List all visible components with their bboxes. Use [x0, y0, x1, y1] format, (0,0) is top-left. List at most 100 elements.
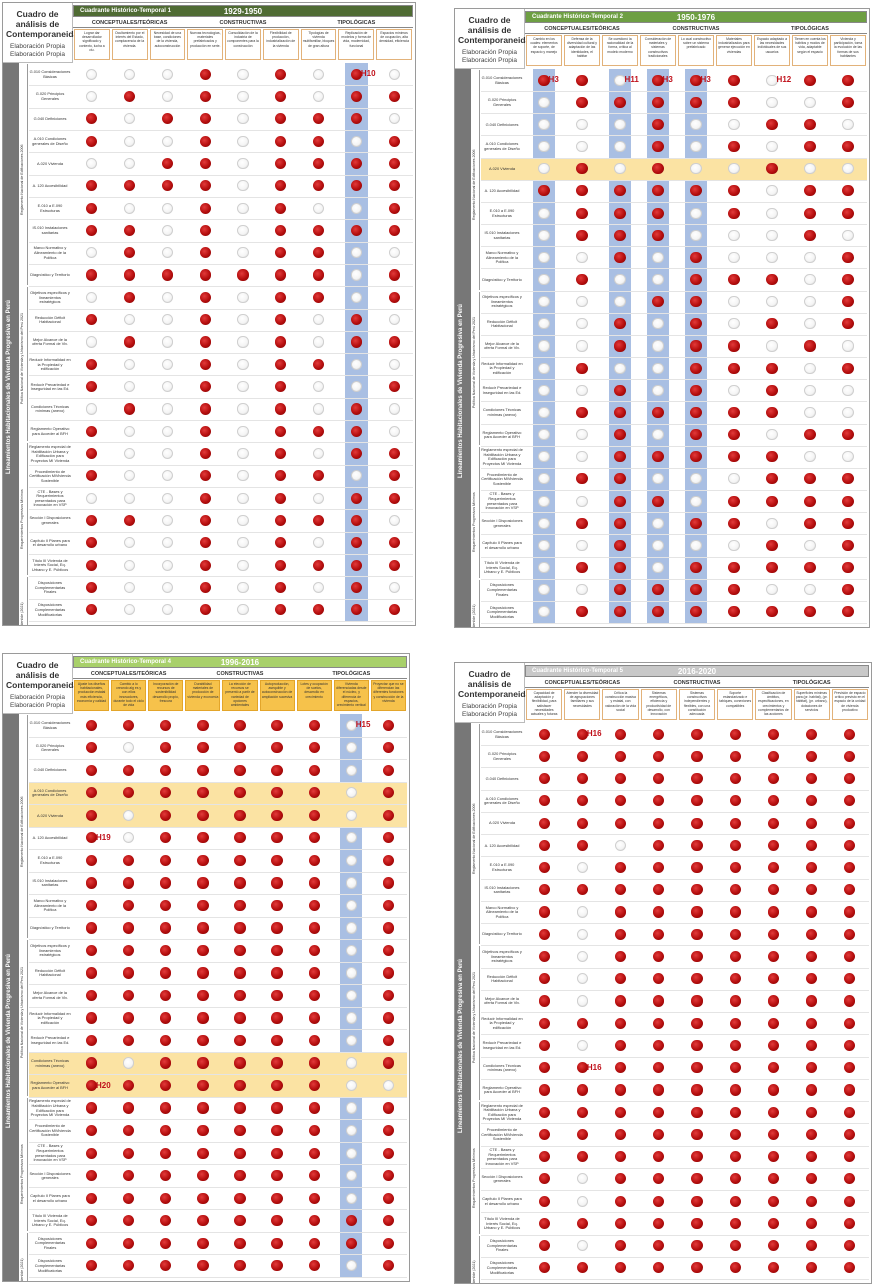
- filled-dot: [652, 406, 664, 419]
- empty-dot: [312, 581, 325, 594]
- empty-dot: [124, 581, 136, 594]
- filled-dot: [197, 1057, 209, 1069]
- empty-dot: [345, 1079, 357, 1092]
- filled-dot: [199, 604, 211, 616]
- filled-dot: [614, 884, 627, 896]
- row-label: Reglamento especial de Habilitación Urba…: [29, 1098, 71, 1118]
- filled-dot: [160, 1012, 172, 1024]
- empty-dot: [576, 1039, 588, 1052]
- filled-dot: [691, 1017, 703, 1029]
- quadrant-band: Cuadrante Histórico-Temporal 1 1929-1950: [73, 5, 413, 17]
- filled-dot: [160, 989, 172, 1002]
- filled-dot: [382, 967, 395, 979]
- filled-dot: [728, 429, 740, 441]
- empty-dot: [237, 358, 249, 370]
- filled-dot: [728, 362, 740, 374]
- filled-dot: [691, 795, 703, 807]
- filled-dot: [271, 854, 283, 866]
- filled-dot: [766, 473, 778, 485]
- corner-title-block: Cuadro de análisis de Contemporaneidad El…: [3, 3, 83, 63]
- filled-dot: [350, 514, 362, 527]
- filled-dot: [652, 606, 664, 618]
- filled-dot: [308, 1079, 320, 1092]
- filled-dot: [382, 1147, 395, 1159]
- filled-dot: [538, 817, 550, 829]
- row-label: Reglamento especial de Habilitación Urba…: [29, 443, 71, 463]
- empty-dot: [124, 157, 136, 170]
- row-label: Reducir Precariedad e Inseguridad en las…: [30, 1035, 70, 1046]
- row-label: Mejor Alcance de la oferta Formal de Viv…: [484, 995, 520, 1006]
- filled-dot: [691, 773, 703, 785]
- column-header: Consideración de materiales y sistemas c…: [640, 35, 676, 66]
- filled-dot: [652, 584, 664, 596]
- row-divider: [481, 113, 867, 115]
- empty-dot: [388, 403, 400, 415]
- filled-dot: [614, 928, 627, 940]
- row-divider: [29, 353, 413, 355]
- row-divider: [481, 312, 867, 314]
- filled-dot: [160, 742, 172, 754]
- filled-dot: [614, 429, 626, 441]
- empty-dot: [388, 68, 400, 80]
- filled-dot: [538, 1106, 550, 1118]
- filled-dot: [85, 854, 98, 866]
- filled-dot: [576, 750, 588, 762]
- row-label: G.040 Definiciones: [485, 775, 519, 781]
- row-divider: [481, 445, 867, 447]
- filled-dot: [123, 1124, 135, 1137]
- empty-dot: [388, 425, 400, 437]
- row-divider: [481, 811, 869, 813]
- empty-dot: [576, 862, 588, 874]
- filled-dot: [86, 559, 98, 571]
- filled-dot: [804, 562, 816, 574]
- filled-dot: [844, 1039, 856, 1052]
- filled-dot: [729, 1106, 741, 1118]
- row-section-label: Reglamento Nacional de Edificaciones 200…: [20, 796, 24, 867]
- filled-dot: [538, 185, 550, 197]
- column-header: Nuevas tecnologías, materiales prefabric…: [187, 29, 224, 60]
- filled-dot: [197, 809, 209, 821]
- filled-dot: [308, 787, 320, 799]
- filled-dot: [728, 340, 740, 352]
- filled-dot: [308, 809, 320, 821]
- row-label: A.020 Vivienda: [36, 812, 64, 818]
- filled-dot: [234, 1102, 246, 1114]
- row-divider: [29, 554, 413, 556]
- row-label: A.020 Vivienda: [488, 165, 516, 171]
- empty-dot: [124, 537, 136, 549]
- row-label: Disposiciones Complementarias Modificato…: [34, 1258, 66, 1273]
- filled-dot: [275, 492, 287, 504]
- filled-dot: [160, 1057, 172, 1069]
- filled-dot: [767, 728, 779, 740]
- filled-dot: [85, 742, 98, 754]
- filled-dot: [123, 787, 135, 799]
- empty-dot: [576, 384, 588, 396]
- row-label: Diagnóstico y Territorio: [482, 931, 522, 937]
- filled-dot: [538, 773, 550, 785]
- filled-dot: [844, 839, 856, 851]
- hypothesis-mark: H20: [96, 1080, 111, 1090]
- filled-dot: [806, 928, 818, 940]
- row-divider: [481, 856, 869, 858]
- empty-dot: [161, 470, 174, 482]
- row-label: A.010 Condiciones generales de Diseño: [484, 141, 520, 152]
- filled-dot: [804, 185, 816, 197]
- filled-dot: [804, 207, 816, 219]
- filled-dot: [691, 928, 703, 940]
- empty-dot: [388, 358, 400, 370]
- filled-dot: [728, 406, 740, 419]
- filled-dot: [767, 884, 779, 896]
- filled-dot: [728, 185, 740, 197]
- filled-dot: [806, 773, 818, 785]
- filled-dot: [690, 584, 702, 596]
- filled-dot: [275, 247, 287, 259]
- filled-dot: [382, 787, 395, 799]
- empty-dot: [576, 995, 588, 1007]
- filled-dot: [123, 877, 135, 889]
- row-label: Capítulo II Planes para el desarrollo ur…: [30, 537, 70, 548]
- filled-dot: [382, 1237, 395, 1249]
- filled-dot: [806, 1173, 818, 1185]
- empty-dot: [312, 403, 325, 415]
- filled-dot: [844, 995, 856, 1007]
- empty-dot: [766, 429, 778, 441]
